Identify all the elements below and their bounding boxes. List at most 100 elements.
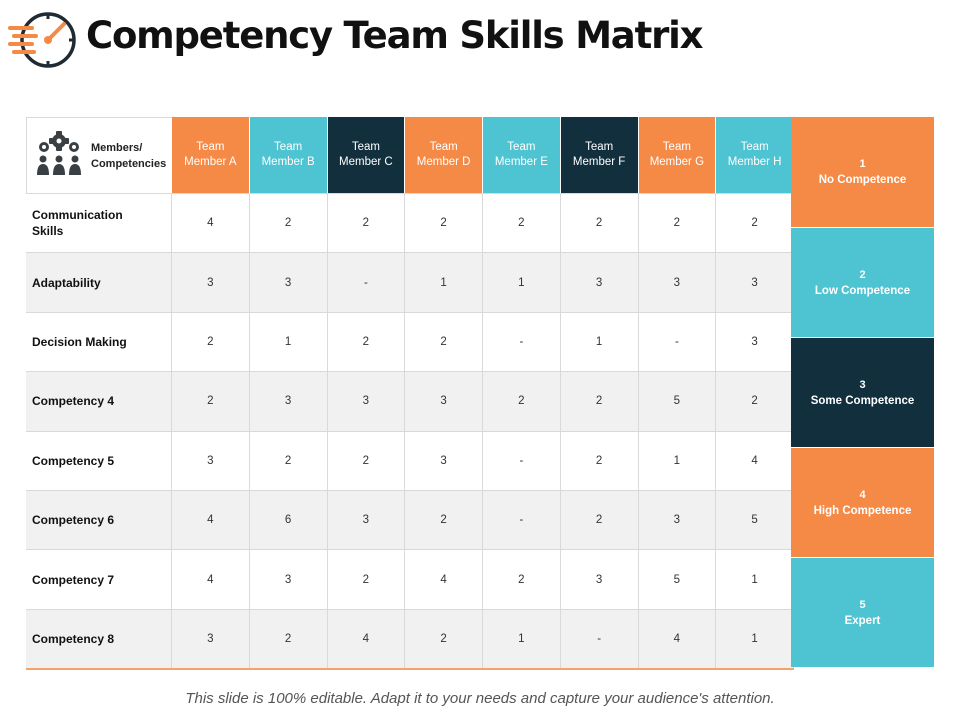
matrix-cell: 2 — [327, 430, 406, 490]
member-header-line2: Member H — [727, 156, 782, 168]
member-header-line2: Member E — [494, 156, 548, 168]
competency-row-label: Competency 7 — [26, 549, 172, 609]
legend-item-number: 2 — [859, 268, 866, 281]
member-header: Team Member D — [405, 117, 483, 193]
matrix-cell: - — [638, 311, 717, 372]
member-header: Team Member C — [327, 117, 406, 193]
competency-row-label: Adaptability — [26, 252, 172, 312]
matrix-cell: 2 — [172, 371, 250, 431]
matrix-cell: 2 — [483, 371, 561, 431]
legend-item: 4 High Competence — [791, 447, 934, 557]
matrix-cell: 3 — [327, 489, 406, 550]
skills-matrix-table: Members/ Competencies Team Member A Team Me… — [26, 117, 794, 671]
matrix-cell: 2 — [716, 193, 794, 253]
matrix-cell: 1 — [483, 608, 561, 669]
matrix-cell: 3 — [638, 489, 717, 550]
member-header: Team Member F — [560, 117, 639, 193]
competency-row-label: Competency 8 — [26, 608, 172, 669]
matrix-cell: 2 — [249, 193, 328, 253]
matrix-cell: 2 — [638, 193, 717, 253]
matrix-cell: 1 — [638, 430, 717, 490]
competency-row-label: Competency 4 — [26, 371, 172, 431]
competence-legend: 1 No Competence 2 Low Competence 3 Some Compe… — [791, 117, 934, 667]
matrix-cell: 2 — [327, 193, 406, 253]
matrix-cell: 2 — [483, 549, 561, 609]
matrix-cell: 3 — [405, 430, 483, 490]
competency-row-label: Competency 5 — [26, 430, 172, 490]
member-header: Team Member G — [638, 117, 717, 193]
matrix-cell: 3 — [716, 252, 794, 312]
member-header-line1: Team — [351, 141, 380, 153]
matrix-cell: 3 — [249, 252, 328, 312]
matrix-cell: 3 — [405, 371, 483, 431]
matrix-cell: 3 — [560, 252, 639, 312]
matrix-cell: 3 — [560, 549, 639, 609]
legend-item-label: High Competence — [813, 504, 912, 517]
matrix-cell: 2 — [405, 489, 483, 550]
legend-item: 2 Low Competence — [791, 227, 934, 337]
matrix-cell: 2 — [560, 489, 639, 550]
matrix-cell: 3 — [172, 430, 250, 490]
competency-row-label: Communication Skills — [26, 193, 172, 253]
matrix-cell: 2 — [172, 311, 250, 372]
matrix-cell: - — [483, 311, 561, 372]
legend-item: 5 Expert — [791, 557, 934, 667]
member-header: Team Member A — [172, 117, 250, 193]
matrix-cell: 2 — [716, 371, 794, 431]
member-header-line1: Team — [740, 141, 769, 153]
team-gears-icon — [33, 129, 85, 182]
legend-item-label: Expert — [844, 614, 881, 627]
member-header-line1: Team — [507, 141, 536, 153]
matrix-cell: 5 — [716, 489, 794, 550]
legend-item-number: 4 — [859, 488, 866, 501]
matrix-cell: 2 — [327, 311, 406, 372]
legend-item-number: 1 — [859, 158, 866, 170]
matrix-cell: 2 — [405, 311, 483, 372]
matrix-cell: 2 — [560, 430, 639, 490]
matrix-cell: - — [483, 489, 561, 550]
legend-item-label: No Competence — [818, 174, 907, 186]
matrix-cell: 2 — [249, 430, 328, 490]
matrix-cell: 2 — [560, 371, 639, 431]
member-header-line1: Team — [274, 141, 303, 153]
member-header-line2: Member C — [339, 156, 393, 168]
member-header-line1: Team — [585, 141, 614, 153]
legend-item-number: 5 — [859, 598, 866, 611]
legend-item-label: Some Competence — [810, 394, 915, 407]
matrix-cell: 2 — [405, 193, 483, 253]
legend-item-label: Low Competence — [814, 284, 911, 297]
matrix-cell: - — [327, 252, 406, 312]
matrix-cell: 1 — [560, 311, 639, 372]
matrix-cell: 4 — [172, 489, 250, 550]
matrix-cell: - — [483, 430, 561, 490]
member-header-line2: Member F — [572, 156, 626, 168]
matrix-cell: 3 — [172, 608, 250, 669]
corner-label-competencies: Competencies — [91, 157, 167, 170]
table-corner-header: Members/ Competencies — [26, 117, 172, 193]
member-header-line2: Member G — [649, 156, 705, 168]
matrix-cell: 4 — [638, 608, 717, 669]
matrix-cell: 2 — [249, 608, 328, 669]
matrix-cell: 2 — [483, 193, 561, 253]
matrix-cell: 3 — [327, 371, 406, 431]
matrix-cell: 3 — [249, 371, 328, 431]
member-header-line2: Member D — [416, 156, 471, 168]
matrix-cell: - — [560, 608, 639, 669]
matrix-cell: 4 — [716, 430, 794, 490]
speed-gauge-icon — [8, 8, 78, 72]
member-header: Team Member E — [483, 117, 561, 193]
member-header-line1: Team — [662, 141, 691, 153]
matrix-cell: 3 — [249, 549, 328, 609]
corner-label-members: Members/ — [91, 141, 143, 154]
competency-row-label: Competency 6 — [26, 489, 172, 550]
member-header: Team Member H — [716, 117, 794, 193]
matrix-cell: 2 — [560, 193, 639, 253]
matrix-cell: 1 — [405, 252, 483, 312]
matrix-cell: 4 — [405, 549, 483, 609]
matrix-cell: 1 — [249, 311, 328, 372]
member-header-line2: Member B — [261, 156, 315, 168]
matrix-cell: 5 — [638, 549, 717, 609]
matrix-cell: 5 — [638, 371, 717, 431]
member-header-line1: Team — [429, 141, 458, 153]
member-header-line2: Member A — [184, 156, 237, 168]
